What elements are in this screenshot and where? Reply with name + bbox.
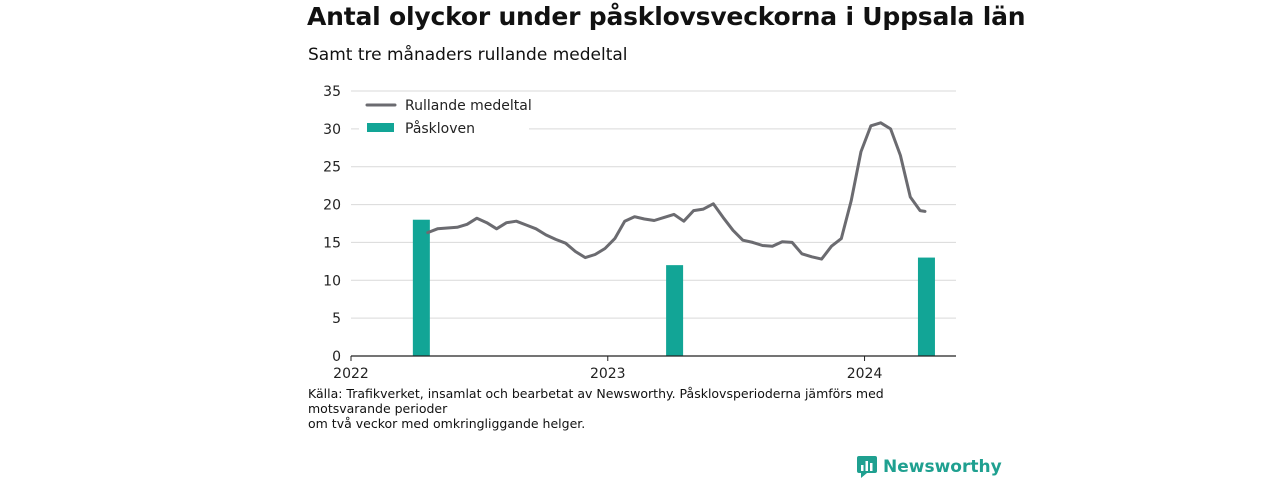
bar [666, 265, 684, 356]
legend-background [359, 96, 529, 140]
y-tick-label: 15 [323, 235, 341, 251]
bar [917, 257, 935, 356]
y-tick-label: 10 [323, 273, 341, 289]
y-tick-label: 20 [323, 198, 341, 214]
brand-name: Newsworthy [883, 457, 1002, 477]
legend-label: Påskloven [405, 120, 475, 137]
chart-title: Antal olyckor under påsklovsveckorna i U… [307, 2, 1026, 31]
legend-label: Rullande medeltal [405, 98, 532, 114]
legend-swatch-bar [367, 123, 394, 132]
x-tick-label: 2023 [590, 366, 626, 382]
source-note: Källa: Trafikverket, insamlat och bearbe… [308, 386, 948, 431]
y-tick-label: 0 [332, 349, 341, 365]
source-line: om två veckor med omkringliggande helger… [308, 416, 586, 431]
y-tick-label: 25 [323, 160, 341, 176]
source-line: Källa: Trafikverket, insamlat och bearbe… [308, 386, 888, 416]
y-tick-label: 30 [323, 122, 341, 138]
line-series-rullande-medeltal [426, 121, 927, 261]
x-tick-label: 2024 [847, 366, 883, 382]
y-tick-label: 5 [332, 311, 341, 327]
chart-subtitle: Samt tre månaders rullande medeltal [308, 45, 628, 65]
x-tick-label: 2022 [333, 366, 369, 382]
newsworthy-logo-icon [857, 456, 877, 478]
chart-svg: 0 5 10 15 20 25 30 35 2022 2023 2024 Rullande medel… [323, 84, 956, 382]
bar [412, 219, 430, 356]
brand-logo: Newsworthy [857, 456, 1002, 478]
y-tick-label: 35 [323, 84, 341, 100]
